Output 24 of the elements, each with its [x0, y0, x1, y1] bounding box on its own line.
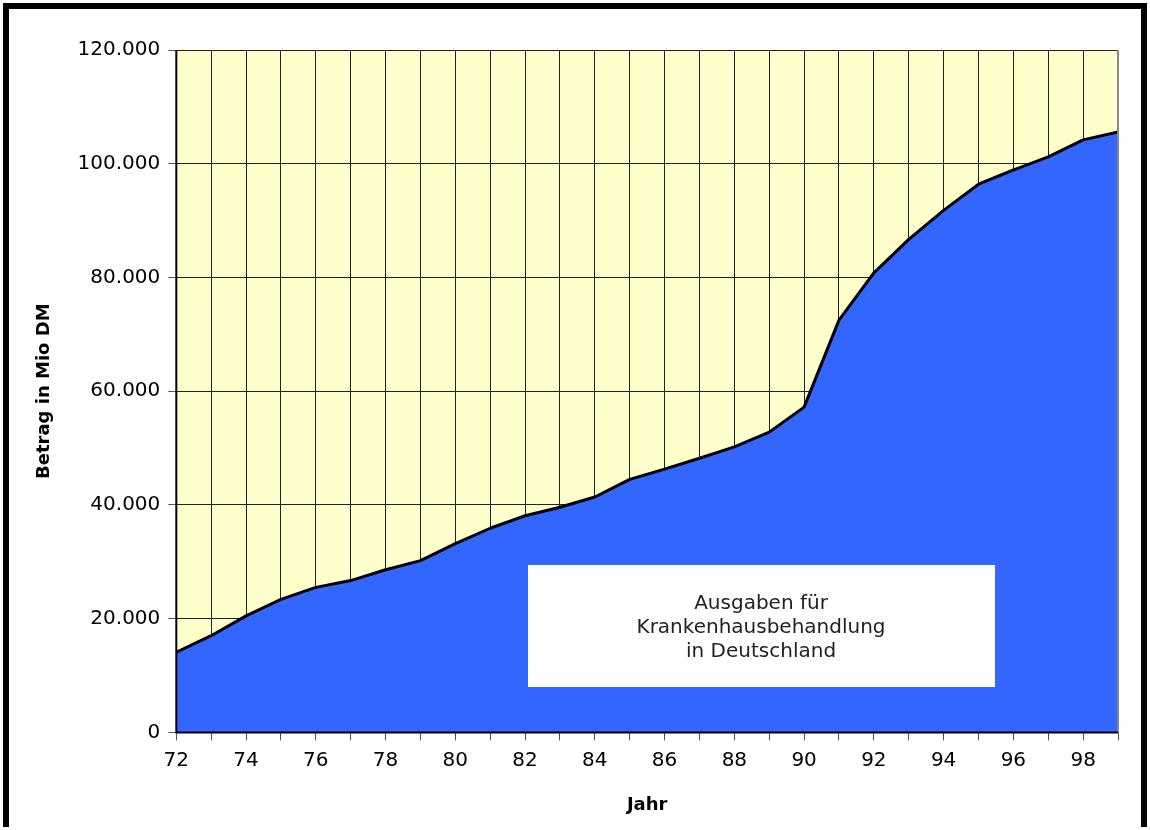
y-tick-label: 0: [147, 718, 161, 743]
x-tick-label: 74: [233, 746, 259, 771]
x-axis-title: Jahr: [624, 792, 668, 814]
x-tick-label: 92: [861, 746, 887, 771]
x-tick-label: 80: [442, 746, 469, 771]
x-tick-label: 96: [1000, 746, 1027, 771]
y-tick-label: 120.000: [77, 36, 161, 61]
text-box: Ausgaben für Krankenhausbehandlung in Deutschland: [527, 565, 995, 688]
y-axis-title: Betrag in Mio DM: [32, 303, 54, 479]
x-tick-label: 86: [651, 746, 678, 771]
x-tick-label: 94: [930, 746, 957, 771]
x-tick-label: 72: [163, 746, 190, 771]
y-tick-label: 40.000: [90, 491, 161, 516]
x-tick-label: 78: [372, 746, 399, 771]
x-tick-label: 98: [1070, 746, 1096, 771]
y-tick-label: 80.000: [90, 263, 161, 288]
x-tick-label: 76: [303, 746, 329, 771]
x-tick-label: 82: [512, 746, 538, 771]
y-tick-label: 20.000: [90, 604, 161, 629]
y-tick-label: 100.000: [77, 149, 161, 174]
x-tick-label: 90: [791, 746, 817, 771]
x-tick-label: 88: [721, 746, 748, 771]
y-tick-label: 60.000: [90, 377, 161, 402]
x-tick-label: 84: [582, 746, 608, 771]
